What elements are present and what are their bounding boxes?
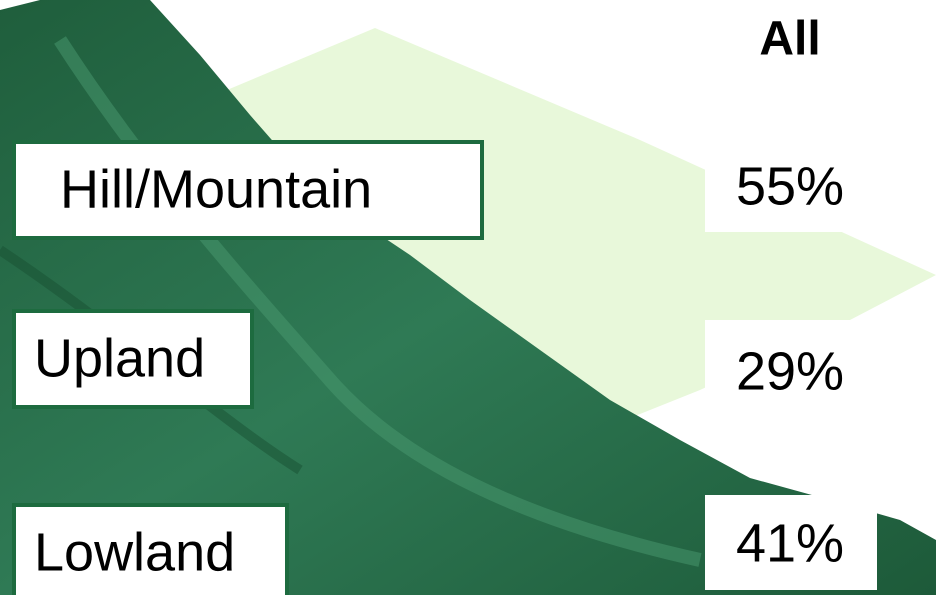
row-value: 55% [736, 156, 844, 216]
column-header: All [759, 13, 820, 66]
row-value: 29% [736, 341, 844, 401]
row-label: Hill/Mountain [60, 159, 372, 219]
row-value: 41% [736, 513, 844, 573]
infographic: All Hill/Mountain 55% Upland 29% Lowland… [0, 0, 936, 595]
row-label: Lowland [34, 522, 235, 582]
row-label: Upland [34, 328, 205, 388]
